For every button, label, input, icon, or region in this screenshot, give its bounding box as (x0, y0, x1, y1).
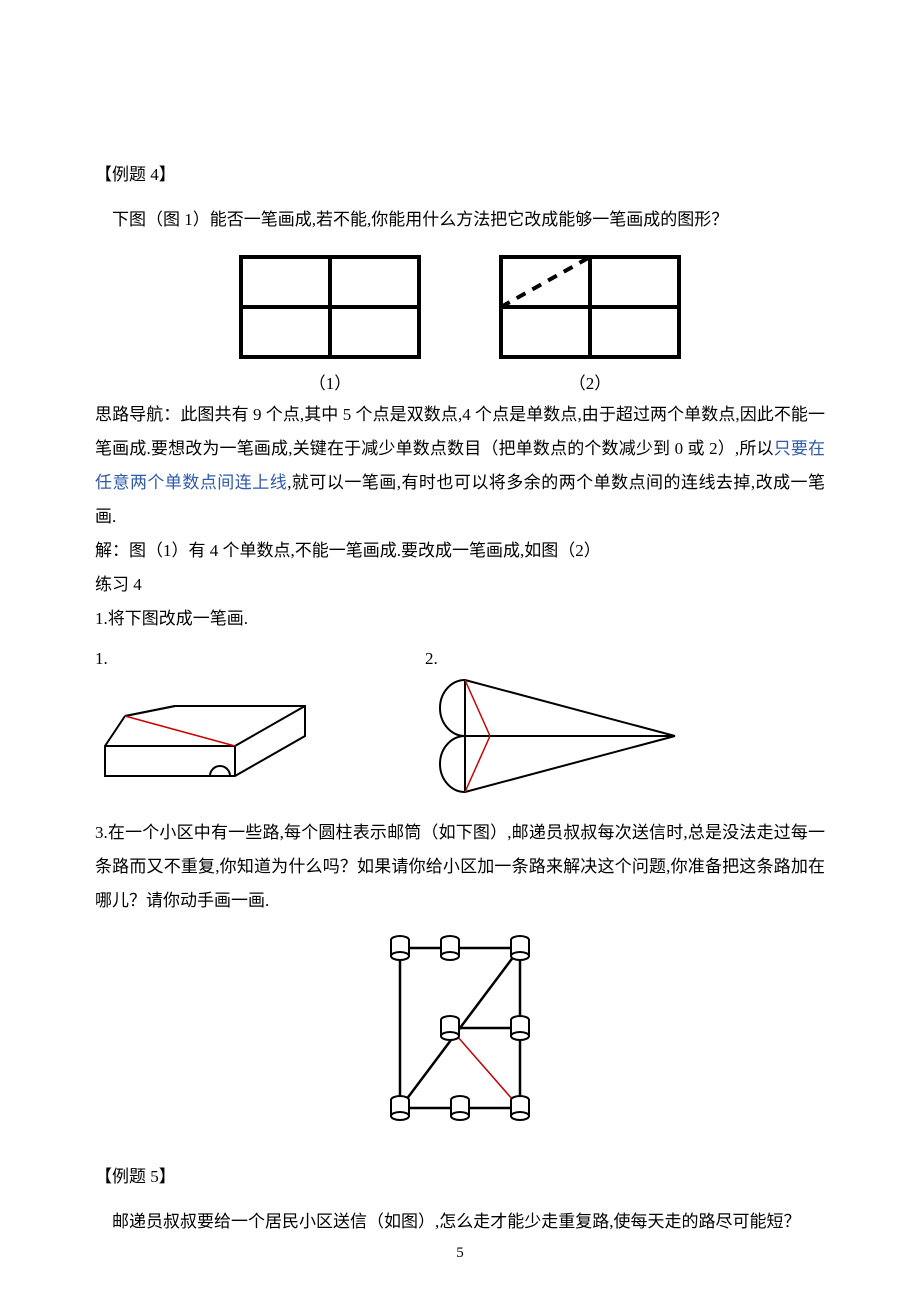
practice4-figure-mailboxes (380, 928, 540, 1128)
figure-1-grid (235, 251, 425, 363)
practice4-sub2-label: 2. (425, 642, 685, 676)
figure-2-grid (495, 251, 685, 363)
example4-question: 下图（图 1）能否一笔画成,若不能,你能用什么方法把它改成能够一笔画成的图形？ (95, 203, 825, 237)
example4-figures: （1） （2） (95, 251, 825, 394)
example5-question: 邮递员叔叔要给一个居民小区送信（如图）,怎么走才能少走重复路,使每天走的路尽可能… (95, 1205, 825, 1239)
example4-heading: 【例题 4】 (95, 160, 825, 185)
practice4-figure-cone (425, 676, 685, 796)
practice4-sub1-label: 1. (95, 642, 315, 676)
page-number: 5 (0, 1245, 920, 1262)
example4-solution: 解：图（1）有 4 个单数点,不能一笔画成.要改成一笔画成,如图（2） (95, 534, 825, 568)
figure-2-label: （2） (569, 369, 612, 394)
practice4-figure-prism (95, 676, 315, 796)
practice4-q1: 1.将下图改成一笔画. (95, 602, 825, 636)
practice4-title: 练习 4 (95, 568, 825, 602)
practice4-q3: 3.在一个小区中有一些路,每个圆柱表示邮筒（如下图）,邮递员叔叔每次送信时,总是… (95, 816, 825, 918)
figure-1-label: （1） (309, 369, 352, 394)
example4-hint: 思路导航：此图共有 9 个点,其中 5 个点是双数点,4 个点是单数点,由于超过… (95, 398, 825, 534)
practice4-figures: 1. 2. (95, 642, 825, 796)
hint-prefix: 思路导航：此图共有 9 个点,其中 5 个点是双数点,4 个点是单数点,由于超过… (95, 405, 825, 458)
example5-heading: 【例题 5】 (95, 1162, 825, 1187)
